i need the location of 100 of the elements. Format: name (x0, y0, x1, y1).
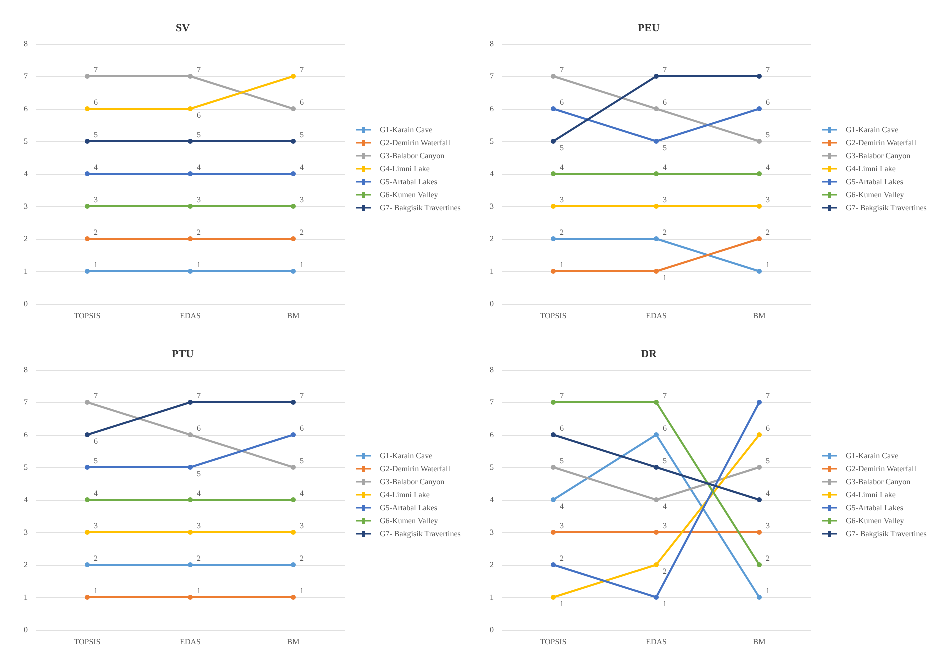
y-tick-label: 0 (490, 300, 494, 308)
y-tick-label: 5 (490, 137, 494, 146)
point (291, 595, 296, 600)
data-label: 6 (197, 111, 201, 120)
point (188, 269, 193, 274)
point (757, 465, 762, 470)
legend-label: G6-Kumen Valley (846, 516, 904, 526)
data-label: 6 (94, 437, 98, 446)
data-label: 5 (300, 456, 304, 466)
data-label: 1 (197, 260, 201, 270)
point (551, 595, 556, 600)
data-label: 2 (300, 554, 304, 563)
y-tick-label: 7 (490, 72, 494, 81)
point (188, 204, 193, 209)
data-label: 2 (766, 554, 770, 563)
point (654, 530, 659, 535)
y-tick-label: 8 (490, 366, 494, 374)
point (85, 236, 90, 242)
point (757, 172, 762, 176)
point (85, 74, 90, 79)
y-tick-label: 2 (490, 234, 494, 244)
data-label: 2 (663, 567, 667, 576)
data-label: 6 (197, 424, 201, 433)
chart-title: SV (176, 22, 190, 34)
point (85, 595, 90, 600)
point (654, 562, 659, 568)
point (291, 204, 296, 209)
data-label: 4 (300, 163, 304, 172)
data-label: 7 (663, 392, 667, 400)
data-label: 4 (766, 163, 770, 172)
point (85, 400, 90, 405)
data-label: 2 (94, 554, 98, 563)
point (291, 400, 296, 405)
legend-label: G3-Balabor Canyon (380, 152, 445, 160)
x-tick-label: EDAS (646, 312, 667, 320)
point (654, 595, 659, 600)
y-tick-label: 3 (24, 202, 28, 211)
point (85, 172, 90, 176)
point (85, 106, 90, 112)
data-label: 1 (560, 600, 564, 608)
point (654, 236, 659, 242)
data-label: 6 (300, 98, 304, 107)
point (188, 236, 193, 242)
data-label: 7 (766, 392, 770, 400)
point (757, 236, 762, 242)
data-label: 3 (94, 196, 98, 204)
point (757, 269, 762, 274)
legend-label: G2-Demirin Waterfall (846, 138, 918, 148)
point (551, 236, 556, 242)
point (757, 204, 762, 209)
legend-label: G7- Bakgisik Travertines (380, 204, 461, 212)
legend-label: G1-Karain Cave (846, 126, 900, 134)
data-label: 4 (560, 163, 564, 172)
point (551, 432, 556, 438)
x-tick-label: BM (287, 312, 300, 320)
data-label: 5 (560, 456, 564, 466)
point (85, 530, 90, 535)
x-tick-label: BM (287, 638, 300, 646)
legend-label: G4-Limni Lake (380, 490, 430, 500)
data-label: 3 (663, 522, 667, 530)
point (654, 204, 659, 209)
point (654, 465, 659, 470)
x-tick-label: EDAS (180, 638, 201, 646)
legend-label: G7- Bakgisik Travertines (380, 530, 461, 538)
point (654, 106, 659, 112)
legend-label: G1-Karain Cave (380, 452, 434, 460)
point (188, 400, 193, 405)
point (291, 432, 296, 438)
point (188, 172, 193, 176)
y-tick-label: 1 (24, 593, 28, 602)
data-label: 3 (560, 522, 564, 530)
point (551, 498, 556, 502)
legend-label: G2-Demirin Waterfall (846, 464, 918, 474)
data-label: 4 (663, 163, 667, 172)
point (757, 595, 762, 600)
data-label: 1 (197, 586, 201, 596)
data-label: 1 (663, 274, 667, 282)
legend-label: G1-Karain Cave (380, 126, 434, 134)
legend-label: G5-Artabal Lakes (846, 178, 904, 186)
y-tick-label: 1 (24, 267, 28, 276)
data-label: 5 (766, 456, 770, 466)
x-tick-label: TOPSIS (74, 312, 101, 320)
data-label: 3 (300, 522, 304, 530)
data-label: 5 (300, 130, 304, 140)
point (551, 269, 556, 274)
point (654, 74, 659, 79)
y-tick-label: 0 (24, 626, 28, 634)
data-label: 7 (663, 66, 667, 74)
x-tick-label: BM (753, 638, 766, 646)
data-label: 2 (560, 228, 564, 237)
data-label: 3 (197, 522, 201, 530)
data-label: 7 (560, 392, 564, 400)
y-tick-label: 6 (490, 104, 494, 114)
y-tick-label: 5 (490, 463, 494, 472)
point (85, 269, 90, 274)
x-tick-label: TOPSIS (540, 312, 567, 320)
data-label: 5 (663, 144, 667, 152)
point (85, 432, 90, 438)
data-label: 2 (94, 228, 98, 237)
point (757, 400, 762, 405)
